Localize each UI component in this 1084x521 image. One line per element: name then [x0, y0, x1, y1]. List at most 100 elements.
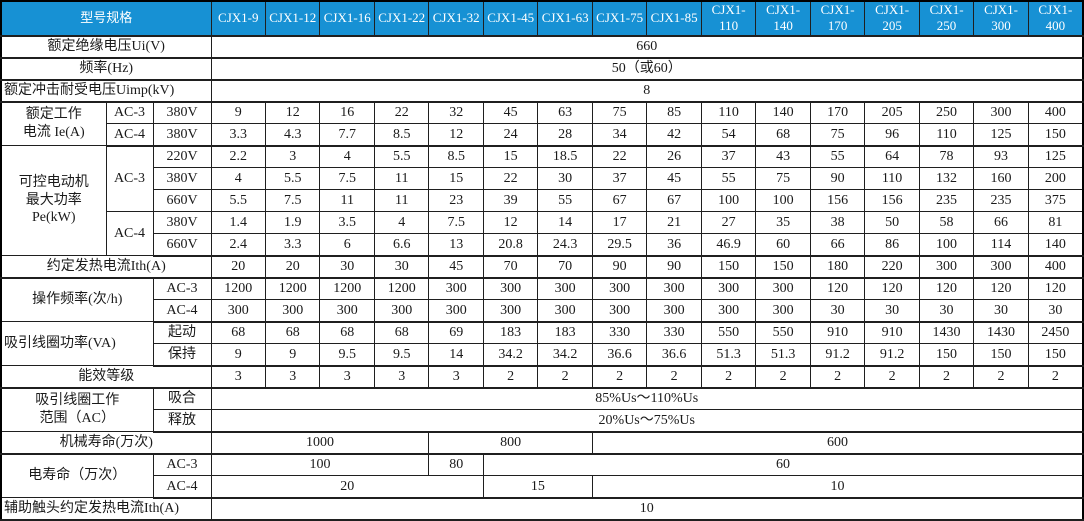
value-cell: 36	[646, 233, 702, 257]
value-cell: 110	[918, 123, 975, 147]
value-cell: 330	[591, 321, 648, 344]
value-cell: 160	[973, 167, 1029, 190]
value-cell: 300	[755, 277, 811, 300]
value-cell: 58	[918, 211, 975, 234]
value-cell: 2	[482, 365, 539, 389]
value-cell: 4	[319, 145, 375, 168]
model-header: CJX1-140	[755, 0, 811, 37]
value-cell: 156	[864, 189, 920, 212]
value-cell: 5.5	[210, 189, 267, 212]
value-cell: 300	[973, 255, 1029, 279]
value-cell: 183	[537, 321, 593, 344]
value-cell: 300	[482, 277, 539, 300]
value-cell: 100	[755, 189, 811, 212]
row-label: 可控电动机 最大功率 Pe(kW)	[0, 145, 107, 256]
value-cell: 300	[646, 299, 702, 323]
value-cell: 156	[809, 189, 866, 212]
value-cell: 10	[210, 497, 1084, 521]
corner-label: 型号规格	[0, 0, 212, 37]
value-cell: 110	[700, 101, 757, 124]
value-cell: 1200	[319, 277, 375, 300]
value-cell: 2	[809, 365, 866, 389]
value-cell: 910	[864, 321, 920, 344]
value-cell: 68	[373, 321, 430, 344]
row-label: AC-4	[105, 123, 154, 147]
value-cell: 5.5	[373, 145, 430, 168]
value-cell: 29.5	[591, 233, 648, 257]
row-label: AC-4	[152, 475, 212, 499]
row-label: AC-3	[152, 453, 212, 476]
row-label: AC-3	[105, 145, 154, 212]
value-cell: 51.3	[755, 343, 811, 367]
value-cell: 2	[591, 365, 648, 389]
value-cell: 20	[210, 475, 484, 499]
value-cell: 2.2	[210, 145, 267, 168]
table-row: AC-4 380V 3.3 4.3 7.7 8.5 12 24 28 34 42 54 68 75 96 11…	[1, 123, 1084, 147]
value-cell: 15	[482, 475, 593, 499]
value-cell: 2	[973, 365, 1029, 389]
value-cell: 55	[809, 145, 866, 168]
value-cell: 54	[700, 123, 757, 147]
value-cell: 11	[373, 189, 430, 212]
value-cell: 140	[755, 101, 811, 124]
value-cell: 11	[319, 189, 375, 212]
table-row: AC-4 20 15 10	[1, 475, 1084, 499]
value-cell: 1430	[918, 321, 975, 344]
value-cell: 132	[918, 167, 975, 190]
value-cell: 30	[918, 299, 975, 323]
value-cell: 37	[700, 145, 757, 168]
value-cell: 36.6	[591, 343, 648, 367]
value-cell: 300	[646, 277, 702, 300]
model-header: CJX1-110	[700, 0, 757, 37]
value-cell: 235	[918, 189, 975, 212]
value-cell: 81	[1027, 211, 1084, 234]
value-cell: 3.3	[264, 233, 321, 257]
value-cell: 7.5	[264, 189, 321, 212]
value-cell: 34.2	[482, 343, 539, 367]
value-cell: 8.5	[428, 145, 484, 168]
table-row: 保持 9 9 9.5 9.5 14 34.2 34.2 36.6 36.6 51.3 51.3 91.2…	[1, 343, 1084, 367]
value-cell: 1430	[973, 321, 1029, 344]
value-cell: 660	[210, 35, 1084, 59]
value-cell: 400	[1027, 255, 1084, 279]
row-label: 起动	[152, 321, 212, 344]
value-cell: 15	[428, 167, 484, 190]
row-label: 吸引线圈工作 范围（AC）	[0, 387, 154, 432]
model-header: CJX1-400	[1027, 0, 1084, 37]
model-header: CJX1-45	[482, 0, 539, 37]
value-cell: 120	[973, 277, 1029, 300]
value-cell: 600	[591, 431, 1084, 455]
value-cell: 75	[809, 123, 866, 147]
value-cell: 30	[1027, 299, 1084, 323]
value-cell: 8	[210, 79, 1084, 103]
value-cell: 300	[591, 299, 648, 323]
value-cell: 200	[1027, 167, 1084, 190]
value-cell: 51.3	[700, 343, 757, 367]
value-cell: 66	[809, 233, 866, 257]
row-label: 约定发热电流Ith(A)	[0, 255, 212, 279]
row-label: 额定冲击耐受电压Uimp(kV)	[0, 79, 212, 103]
value-cell: 2	[646, 365, 702, 389]
value-cell: 110	[864, 167, 920, 190]
value-cell: 2	[918, 365, 975, 389]
row-label: 吸引线圈功率(VA)	[0, 321, 154, 366]
value-cell: 35	[755, 211, 811, 234]
row-label: AC-3	[152, 277, 212, 300]
value-cell: 8.5	[373, 123, 430, 147]
table-row: 可控电动机 最大功率 Pe(kW) AC-3 220V 2.2 3 4 5.5 8.5 15 18…	[0, 145, 1084, 256]
table-row: 释放 20%Us～75%Us	[1, 409, 1084, 433]
value-cell: 300	[482, 299, 539, 323]
value-cell: 6.6	[373, 233, 430, 257]
value-cell: 100	[210, 453, 430, 476]
value-cell: 220	[864, 255, 920, 279]
value-cell: 1000	[210, 431, 430, 455]
value-cell: 34.2	[537, 343, 593, 367]
table-row: 操作频率(次/h) AC-3 1200 1200 1200 1200 300 300 300 30…	[0, 277, 1084, 322]
row-label: 辅助触头约定发热电流Ith(A)	[0, 497, 212, 521]
value-cell: 34	[591, 123, 648, 147]
value-cell: 27	[700, 211, 757, 234]
value-cell: 150	[700, 255, 757, 279]
model-header: CJX1-85	[646, 0, 702, 37]
row-label: 机械寿命(万次)	[0, 431, 212, 455]
